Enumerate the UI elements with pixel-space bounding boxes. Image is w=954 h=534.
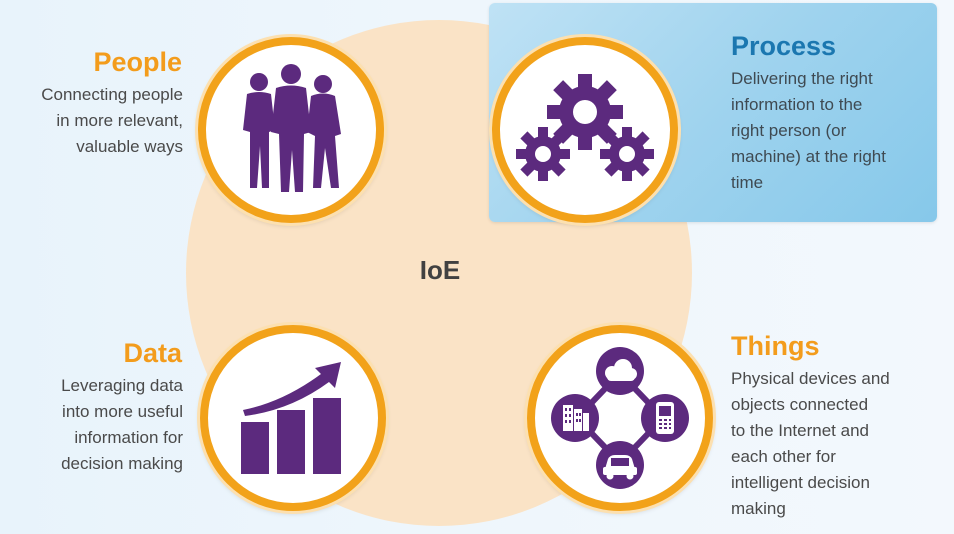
- data-line: information for: [74, 428, 183, 447]
- things-title: Things: [731, 331, 820, 361]
- phone-icon: [656, 402, 674, 434]
- process-title: Process: [731, 31, 837, 61]
- things-badge: [527, 325, 713, 511]
- people-silhouettes-icon: [243, 64, 341, 192]
- process-description: Delivering the right information to the …: [731, 66, 936, 196]
- car-icon: [603, 455, 637, 480]
- cloud-icon: [605, 359, 637, 381]
- process-line: information to the: [731, 95, 863, 114]
- things-line: Physical devices and: [731, 369, 890, 388]
- people-title: People: [93, 47, 182, 77]
- bar-chart-trend-icon: [241, 362, 341, 474]
- data-line: Leveraging data: [61, 376, 183, 395]
- things-line: intelligent decision: [731, 473, 870, 492]
- people-description: Connecting people in more relevant, valu…: [0, 82, 183, 160]
- people-badge: [198, 37, 384, 223]
- gears-icon: [516, 74, 654, 181]
- things-line: making: [731, 499, 786, 518]
- process-line: time: [731, 173, 764, 192]
- things-line: to the Internet and: [731, 421, 869, 440]
- data-line: decision making: [61, 454, 183, 473]
- people-line: in more relevant,: [56, 111, 183, 130]
- things-line: each other for: [731, 447, 836, 466]
- data-line: into more useful: [62, 402, 183, 421]
- process-badge: [492, 37, 678, 223]
- connected-devices-icon: [551, 347, 689, 489]
- process-line: Delivering the right: [731, 69, 873, 88]
- process-line: machine) at the right: [731, 147, 886, 166]
- people-line: valuable ways: [76, 137, 183, 156]
- people-line: Connecting people: [41, 85, 183, 104]
- things-description: Physical devices and objects connected t…: [731, 366, 946, 522]
- process-line: right person (or: [731, 121, 847, 140]
- things-line: objects connected: [731, 395, 869, 414]
- ioe-label: IoE: [419, 255, 461, 285]
- data-description: Leveraging data into more useful informa…: [0, 373, 183, 477]
- data-badge: [200, 325, 386, 511]
- data-title: Data: [123, 338, 182, 368]
